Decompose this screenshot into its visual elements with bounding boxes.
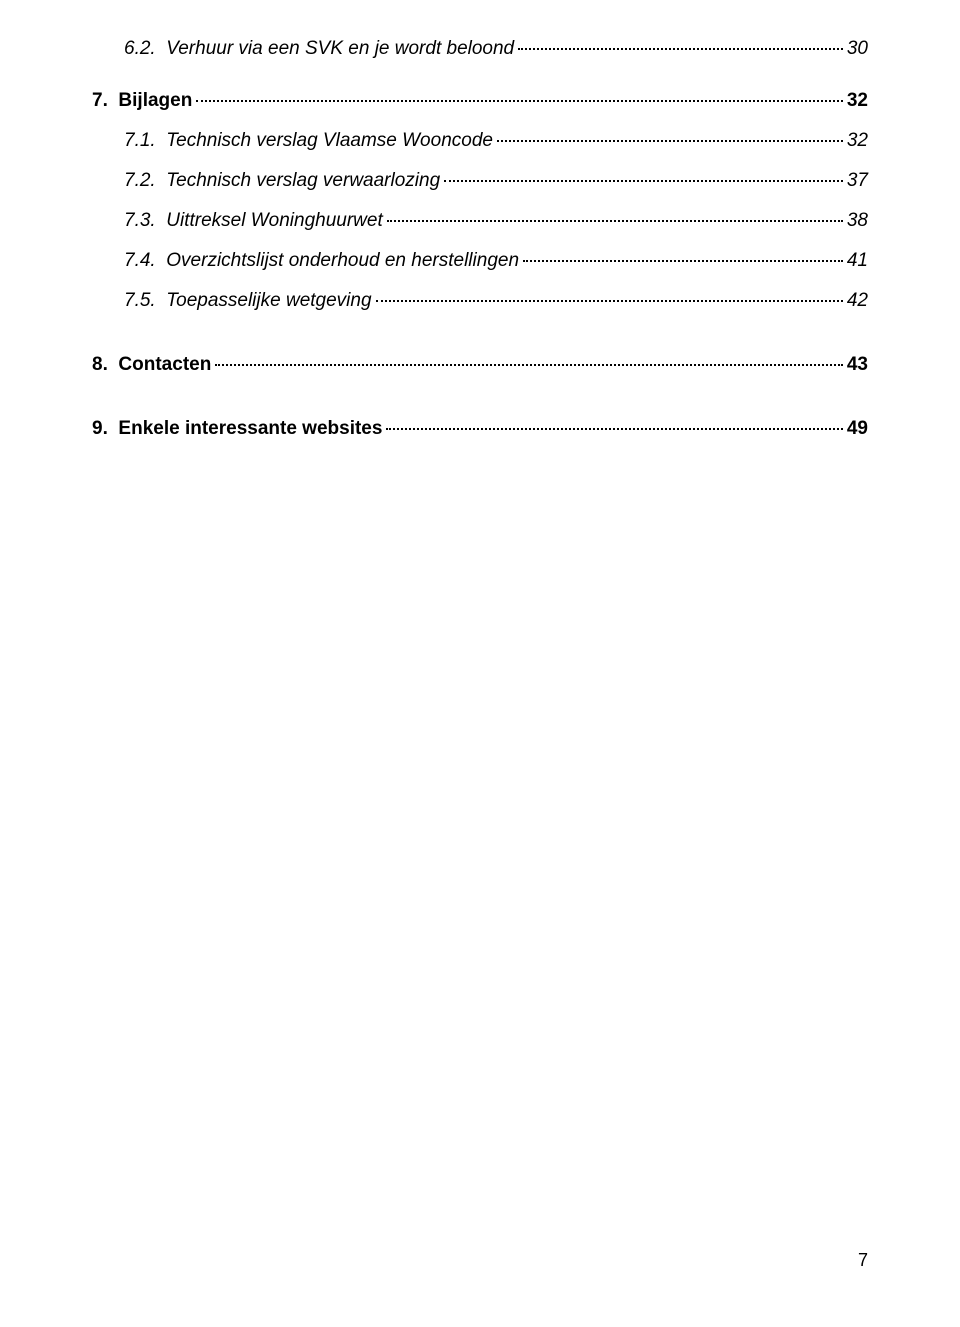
toc-item-title: Toepasselijke wetgeving [166,290,371,311]
toc-item-number: 9. [92,418,108,439]
toc-dots [497,140,843,142]
toc-item-label: 7.1. Technisch verslag Vlaamse Wooncode [124,130,493,152]
toc-item-page: 49 [847,418,868,440]
toc-item-page: 32 [847,90,868,112]
toc-item-page: 42 [847,290,868,312]
toc-item-title: Technisch verslag Vlaamse Wooncode [166,130,493,151]
toc-item: 6.2. Verhuur via een SVK en je wordt bel… [124,38,868,60]
toc-item-label: 6.2. Verhuur via een SVK en je wordt bel… [124,38,514,60]
toc-item-number: 7. [92,90,108,111]
toc-dots [386,428,842,430]
toc-item-title: Bijlagen [118,90,192,111]
toc-item-number: 7.5. [124,290,156,311]
toc-item-title: Enkele interessante websites [118,418,382,439]
toc-item-page: 38 [847,210,868,232]
toc-item: 8. Contacten 43 [92,354,868,376]
toc-item-number: 6.2. [124,38,156,59]
toc-item-label: 7. Bijlagen [92,90,192,112]
toc-item-number: 7.3. [124,210,156,231]
toc-item: 7.4. Overzichtslijst onderhoud en herste… [124,250,868,272]
toc-item: 7.3. Uittreksel Woninghuurwet 38 [124,210,868,232]
toc-item-number: 7.4. [124,250,156,271]
toc-item: 7.1. Technisch verslag Vlaamse Wooncode … [124,130,868,152]
toc-item-number: 8. [92,354,108,375]
toc-item-page: 32 [847,130,868,152]
toc-item-page: 41 [847,250,868,272]
toc-dots [444,180,843,182]
toc-item-label: 7.5. Toepasselijke wetgeving [124,290,372,312]
toc-item-label: 8. Contacten [92,354,211,376]
toc-item: 9. Enkele interessante websites 49 [92,418,868,440]
toc-item-page: 37 [847,170,868,192]
toc-item: 7.2. Technisch verslag verwaarlozing 37 [124,170,868,192]
toc-dots [376,300,843,302]
toc-dots [523,260,843,262]
toc-item: 7.5. Toepasselijke wetgeving 42 [124,290,868,312]
toc-dots [196,100,843,102]
toc-item-label: 9. Enkele interessante websites [92,418,382,440]
toc-item-title: Uittreksel Woninghuurwet [166,210,382,231]
toc-dots [215,364,843,366]
toc-dots [518,48,843,50]
toc-item-label: 7.3. Uittreksel Woninghuurwet [124,210,383,232]
toc-item-number: 7.1. [124,130,156,151]
toc-item-title: Verhuur via een SVK en je wordt beloond [166,38,514,59]
toc-item-label: 7.2. Technisch verslag verwaarlozing [124,170,440,192]
toc-item-title: Overzichtslijst onderhoud en herstelling… [166,250,519,271]
toc-item-title: Technisch verslag verwaarlozing [166,170,440,191]
page: 6.2. Verhuur via een SVK en je wordt bel… [0,0,960,1327]
page-number: 7 [858,1250,868,1271]
toc-list: 6.2. Verhuur via een SVK en je wordt bel… [92,38,868,440]
toc-item: 7. Bijlagen 32 [92,90,868,112]
toc-dots [387,220,843,222]
toc-item-page: 30 [847,38,868,60]
toc-item-page: 43 [847,354,868,376]
toc-item-number: 7.2. [124,170,156,191]
toc-item-title: Contacten [118,354,211,375]
toc-item-label: 7.4. Overzichtslijst onderhoud en herste… [124,250,519,272]
